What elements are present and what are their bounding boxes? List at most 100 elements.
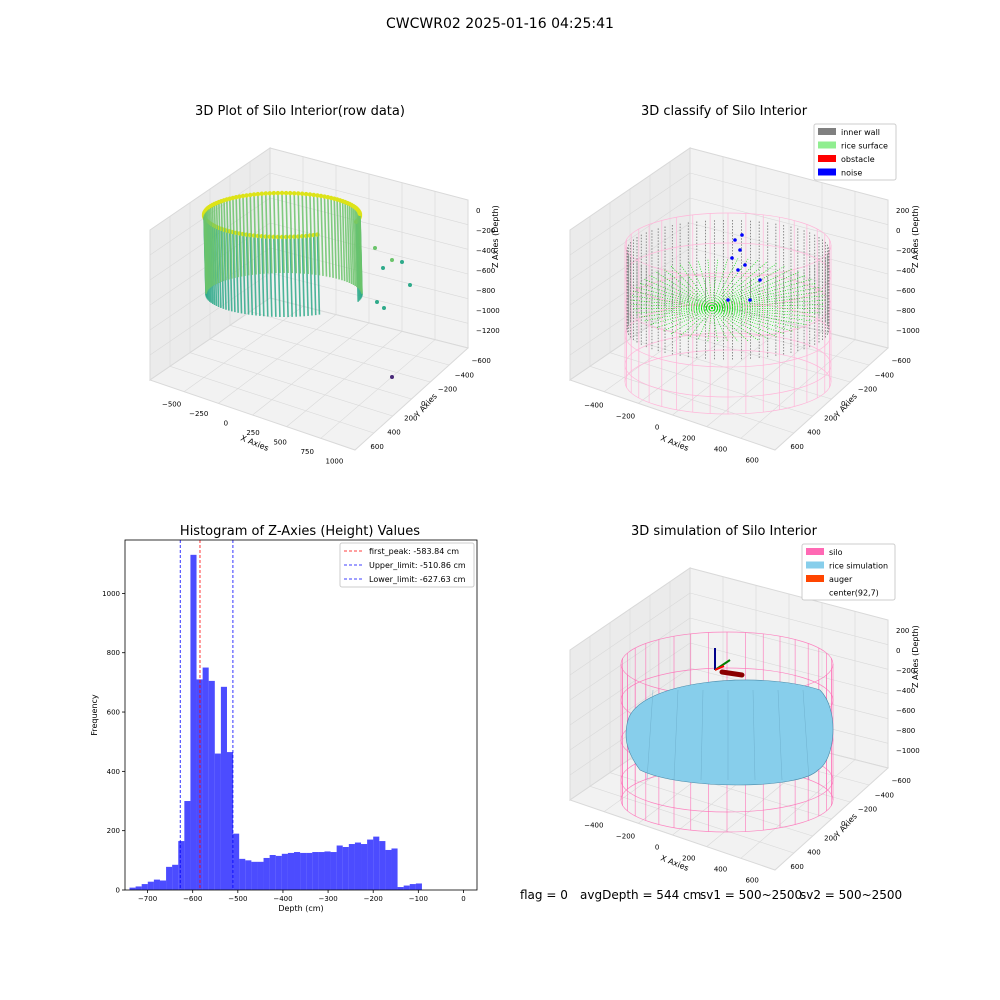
x-tick-label: −400 bbox=[584, 402, 603, 410]
grid-line bbox=[149, 272, 271, 356]
legend-label: rice surface bbox=[841, 142, 888, 151]
silo-ring bbox=[624, 212, 832, 278]
y-tick-label: 0 bbox=[841, 400, 845, 408]
y-tick-label: 0 bbox=[421, 400, 425, 408]
stray-point bbox=[390, 375, 394, 379]
z-axis-label: Z Axies (Depth) bbox=[911, 205, 920, 268]
wall-top-point bbox=[299, 191, 305, 196]
x-tick-label: −100 bbox=[409, 895, 428, 903]
rice-surface-points bbox=[711, 274, 807, 309]
histogram-bar bbox=[269, 855, 276, 890]
histogram-bar bbox=[178, 841, 185, 890]
histogram-bar bbox=[361, 844, 368, 890]
histogram-bar bbox=[324, 851, 331, 890]
rice-surface-points bbox=[633, 307, 713, 310]
histogram-bar bbox=[330, 852, 337, 890]
wall-point-column bbox=[208, 207, 212, 288]
legend-frame bbox=[813, 123, 897, 181]
wall-top-point bbox=[248, 192, 253, 198]
x-tick-label: 0 bbox=[224, 420, 228, 428]
y-tick-label: 0 bbox=[841, 820, 845, 828]
rice-surface-points bbox=[635, 307, 713, 314]
legend-frame bbox=[339, 542, 475, 588]
wall-point-column bbox=[253, 235, 257, 316]
surface-mesh-line bbox=[777, 689, 783, 781]
legend-swatch bbox=[806, 575, 824, 582]
y-tick-label: 200 bbox=[107, 827, 120, 835]
wall-point-column bbox=[215, 202, 220, 284]
y-tick-label: 400 bbox=[387, 429, 400, 437]
rice-surface-points bbox=[630, 299, 713, 309]
wall-point-column bbox=[249, 194, 254, 275]
noise-point bbox=[730, 256, 734, 260]
histogram-bar bbox=[226, 752, 234, 890]
histogram-bar bbox=[318, 852, 325, 890]
histogram-bar bbox=[415, 883, 422, 890]
wall-top-point bbox=[279, 190, 285, 196]
histogram-bar bbox=[202, 667, 209, 890]
silo-ring bbox=[624, 349, 832, 415]
x-tick-label: 200 bbox=[682, 855, 695, 863]
x-tick-label: 600 bbox=[745, 457, 758, 465]
rice-surface-points bbox=[711, 259, 759, 309]
wall-point-column bbox=[305, 194, 309, 275]
rice-surface-points bbox=[649, 307, 713, 326]
histogram-bar bbox=[391, 848, 398, 890]
z-tick-label: −800 bbox=[476, 287, 495, 295]
x-tick-label: −600 bbox=[183, 895, 202, 903]
y-tick-label: 600 bbox=[370, 443, 383, 451]
wall-point-column bbox=[218, 202, 222, 283]
wall-point-column bbox=[229, 198, 233, 279]
wall-point-column bbox=[281, 236, 285, 318]
x-tick-label: 400 bbox=[714, 446, 727, 454]
wall-point-column bbox=[289, 193, 293, 274]
histogram-bar bbox=[385, 849, 392, 890]
rice-surface-points bbox=[711, 263, 777, 309]
y-tick-label: −600 bbox=[892, 777, 911, 785]
wall-top-point bbox=[287, 190, 293, 196]
classify-point-cloud bbox=[624, 212, 832, 415]
rice-surface-points bbox=[649, 275, 713, 309]
z-tick-label: −400 bbox=[896, 687, 915, 695]
surface-mesh-line bbox=[646, 689, 654, 781]
y-tick-label: −600 bbox=[472, 357, 491, 365]
x-tick-label: −700 bbox=[138, 895, 157, 903]
wall-point-column bbox=[355, 208, 359, 289]
rice-surface-points bbox=[670, 307, 713, 335]
wall-point-column bbox=[336, 199, 340, 280]
x-tick-label: −300 bbox=[318, 895, 337, 903]
histogram-bar bbox=[208, 680, 215, 890]
rice-surface-points bbox=[711, 258, 739, 309]
rice-surface-points bbox=[662, 307, 713, 332]
wall-top-point bbox=[318, 193, 324, 199]
histogram-bar bbox=[141, 884, 148, 890]
z-tick-label: −200 bbox=[896, 667, 915, 675]
silo-ring bbox=[624, 272, 832, 338]
wall-point-column bbox=[346, 202, 351, 284]
histogram-bar bbox=[129, 887, 136, 890]
wall-point-column bbox=[323, 196, 328, 277]
rice-surface-points bbox=[711, 307, 807, 326]
noise-point bbox=[738, 248, 742, 252]
stray-point bbox=[382, 306, 386, 310]
flag-text: flag = 0 bbox=[520, 888, 568, 902]
histogram-bar bbox=[281, 853, 288, 890]
wall-point-column bbox=[245, 234, 250, 315]
wall-top-point bbox=[233, 195, 239, 200]
legend-label: rice simulation bbox=[829, 562, 888, 571]
z-tick-label: −400 bbox=[476, 247, 495, 255]
wall-point-column bbox=[285, 236, 289, 317]
z-tick-label: −600 bbox=[896, 287, 915, 295]
noise-point bbox=[740, 233, 744, 237]
y-tick-label: 400 bbox=[107, 768, 120, 776]
auger-body bbox=[719, 669, 745, 678]
z-tick-label: 0 bbox=[476, 207, 480, 215]
y-tick-label: −600 bbox=[892, 357, 911, 365]
z-tick-label: −1000 bbox=[896, 327, 920, 335]
surface-mesh-line bbox=[752, 689, 756, 781]
y-tick-label: −200 bbox=[858, 386, 877, 394]
z-tick-label: −200 bbox=[476, 227, 495, 235]
